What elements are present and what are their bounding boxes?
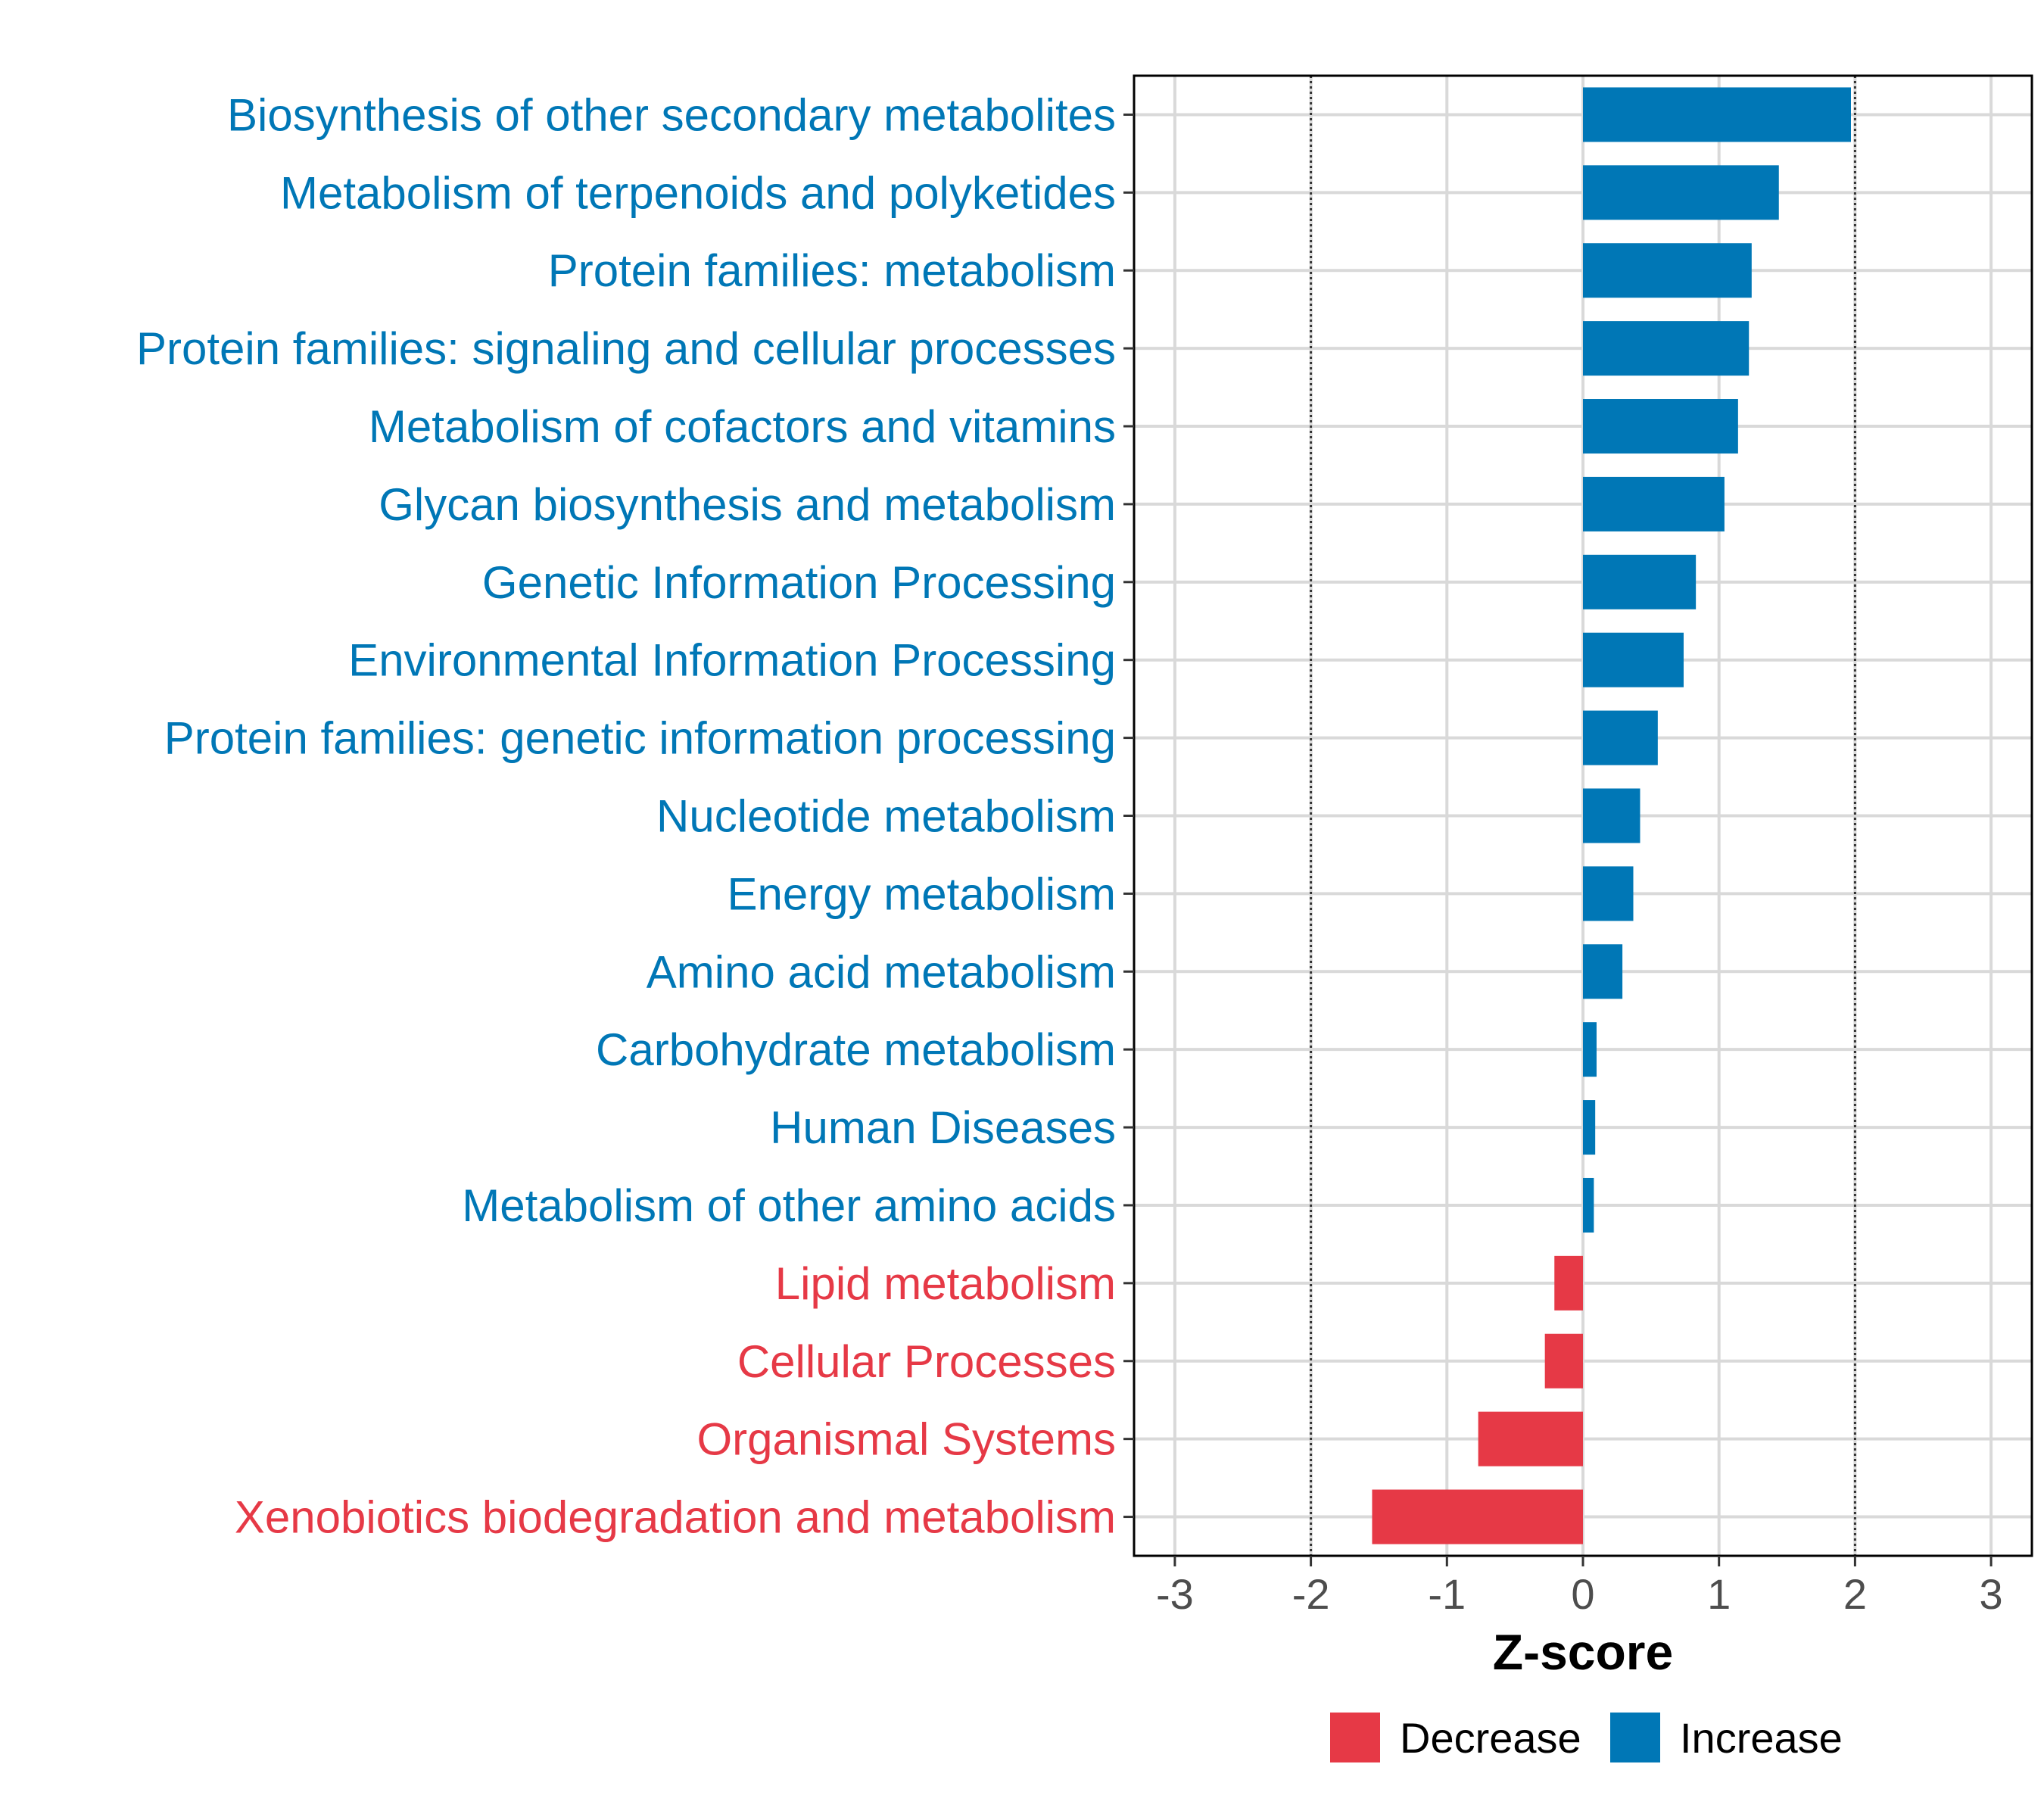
y-axis: Biosynthesis of other secondary metaboli… — [136, 89, 1134, 1543]
bar-13 — [1583, 1100, 1596, 1155]
category-label-1: Metabolism of terpenoids and polyketides — [280, 167, 1116, 218]
legend-label-increase: Increase — [1680, 1714, 1843, 1762]
x-axis-title: Z-score — [1493, 1624, 1673, 1680]
bar-16 — [1544, 1333, 1583, 1388]
x-tick-label-6: 3 — [1980, 1570, 2003, 1618]
category-label-11: Amino acid metabolism — [647, 946, 1116, 997]
category-label-8: Protein families: genetic information pr… — [164, 713, 1116, 764]
x-tick-label-2: -1 — [1428, 1570, 1466, 1618]
bar-15 — [1554, 1255, 1583, 1311]
bar-5 — [1583, 476, 1725, 531]
category-label-13: Human Diseases — [770, 1102, 1116, 1153]
legend-label-decrease: Decrease — [1400, 1714, 1581, 1762]
category-label-15: Lipid metabolism — [775, 1258, 1116, 1309]
bar-18 — [1372, 1489, 1583, 1544]
bars — [1372, 87, 1852, 1544]
category-label-0: Biosynthesis of other secondary metaboli… — [227, 89, 1116, 140]
category-label-2: Protein families: metabolism — [548, 245, 1116, 296]
bar-10 — [1583, 866, 1634, 921]
x-axis: -3 -2 -1 0 1 2 3 — [1156, 1556, 2003, 1618]
x-tick-label-5: 2 — [1843, 1570, 1867, 1618]
category-label-17: Organismal Systems — [697, 1414, 1116, 1465]
category-label-5: Glycan biosynthesis and metabolism — [379, 479, 1116, 530]
category-label-10: Energy metabolism — [727, 868, 1116, 919]
category-label-12: Carbohydrate metabolism — [596, 1024, 1116, 1075]
category-label-6: Genetic Information Processing — [482, 557, 1116, 608]
category-label-7: Environmental Information Processing — [348, 635, 1116, 686]
bar-0 — [1583, 87, 1852, 142]
bar-2 — [1583, 243, 1752, 298]
bar-11 — [1583, 944, 1623, 999]
bar-12 — [1583, 1022, 1597, 1077]
legend: Decrease Increase — [1330, 1713, 1843, 1762]
bar-3 — [1583, 321, 1750, 376]
bar-17 — [1478, 1411, 1583, 1466]
bar-6 — [1583, 554, 1697, 609]
x-tick-label-3: 0 — [1571, 1570, 1594, 1618]
legend-swatch-increase — [1610, 1713, 1660, 1762]
x-tick-label-0: -3 — [1156, 1570, 1194, 1618]
category-label-14: Metabolism of other amino acids — [462, 1180, 1116, 1231]
x-tick-label-1: -2 — [1292, 1570, 1330, 1618]
category-label-16: Cellular Processes — [737, 1336, 1116, 1387]
bar-1 — [1583, 165, 1779, 220]
bar-4 — [1583, 399, 1738, 454]
bar-7 — [1583, 632, 1684, 687]
bar-9 — [1583, 788, 1640, 843]
category-label-9: Nucleotide metabolism — [656, 791, 1116, 842]
category-label-18: Xenobiotics biodegradation and metabolis… — [235, 1492, 1116, 1543]
legend-swatch-decrease — [1330, 1713, 1380, 1762]
category-label-4: Metabolism of cofactors and vitamins — [369, 401, 1116, 452]
x-tick-label-4: 1 — [1707, 1570, 1731, 1618]
bar-14 — [1583, 1177, 1594, 1233]
category-label-3: Protein families: signaling and cellular… — [136, 323, 1116, 374]
bar-8 — [1583, 710, 1658, 765]
